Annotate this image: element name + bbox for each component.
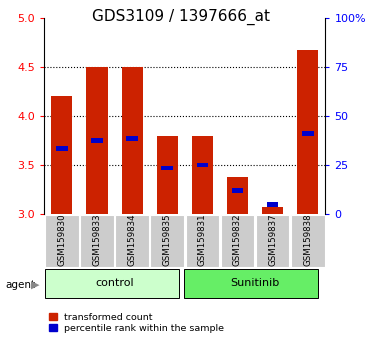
Bar: [56, 146, 68, 150]
Bar: [221, 215, 254, 267]
Text: GSM159834: GSM159834: [127, 213, 137, 266]
Text: GSM159835: GSM159835: [163, 213, 172, 266]
Text: GDS3109 / 1397666_at: GDS3109 / 1397666_at: [92, 9, 270, 25]
Bar: [116, 215, 149, 267]
Bar: [256, 215, 290, 267]
Bar: [45, 215, 79, 267]
Bar: [51, 96, 72, 214]
Bar: [80, 215, 114, 267]
Text: Sunitinib: Sunitinib: [231, 278, 280, 287]
Bar: [186, 215, 219, 267]
Text: GSM159838: GSM159838: [303, 213, 312, 266]
Bar: [161, 166, 173, 170]
Bar: [297, 50, 318, 214]
Bar: [91, 138, 103, 143]
Text: GSM159831: GSM159831: [198, 213, 207, 266]
Legend: transformed count, percentile rank within the sample: transformed count, percentile rank withi…: [49, 313, 224, 333]
Bar: [157, 136, 178, 214]
Bar: [151, 215, 184, 267]
Text: GSM159830: GSM159830: [57, 213, 66, 266]
Bar: [192, 136, 213, 214]
Bar: [86, 67, 107, 214]
Bar: [184, 269, 318, 297]
Text: ▶: ▶: [31, 280, 40, 290]
Text: control: control: [95, 278, 134, 287]
Text: GSM159837: GSM159837: [268, 213, 277, 266]
Bar: [302, 131, 313, 136]
Bar: [126, 136, 138, 141]
Bar: [291, 215, 325, 267]
Bar: [267, 202, 278, 206]
Bar: [197, 163, 208, 167]
Text: GSM159833: GSM159833: [92, 213, 102, 266]
Bar: [45, 269, 179, 297]
Bar: [232, 188, 243, 193]
Bar: [227, 177, 248, 214]
Bar: [122, 67, 142, 214]
Text: GSM159832: GSM159832: [233, 213, 242, 266]
Text: agent: agent: [5, 280, 35, 290]
Bar: [262, 207, 283, 214]
